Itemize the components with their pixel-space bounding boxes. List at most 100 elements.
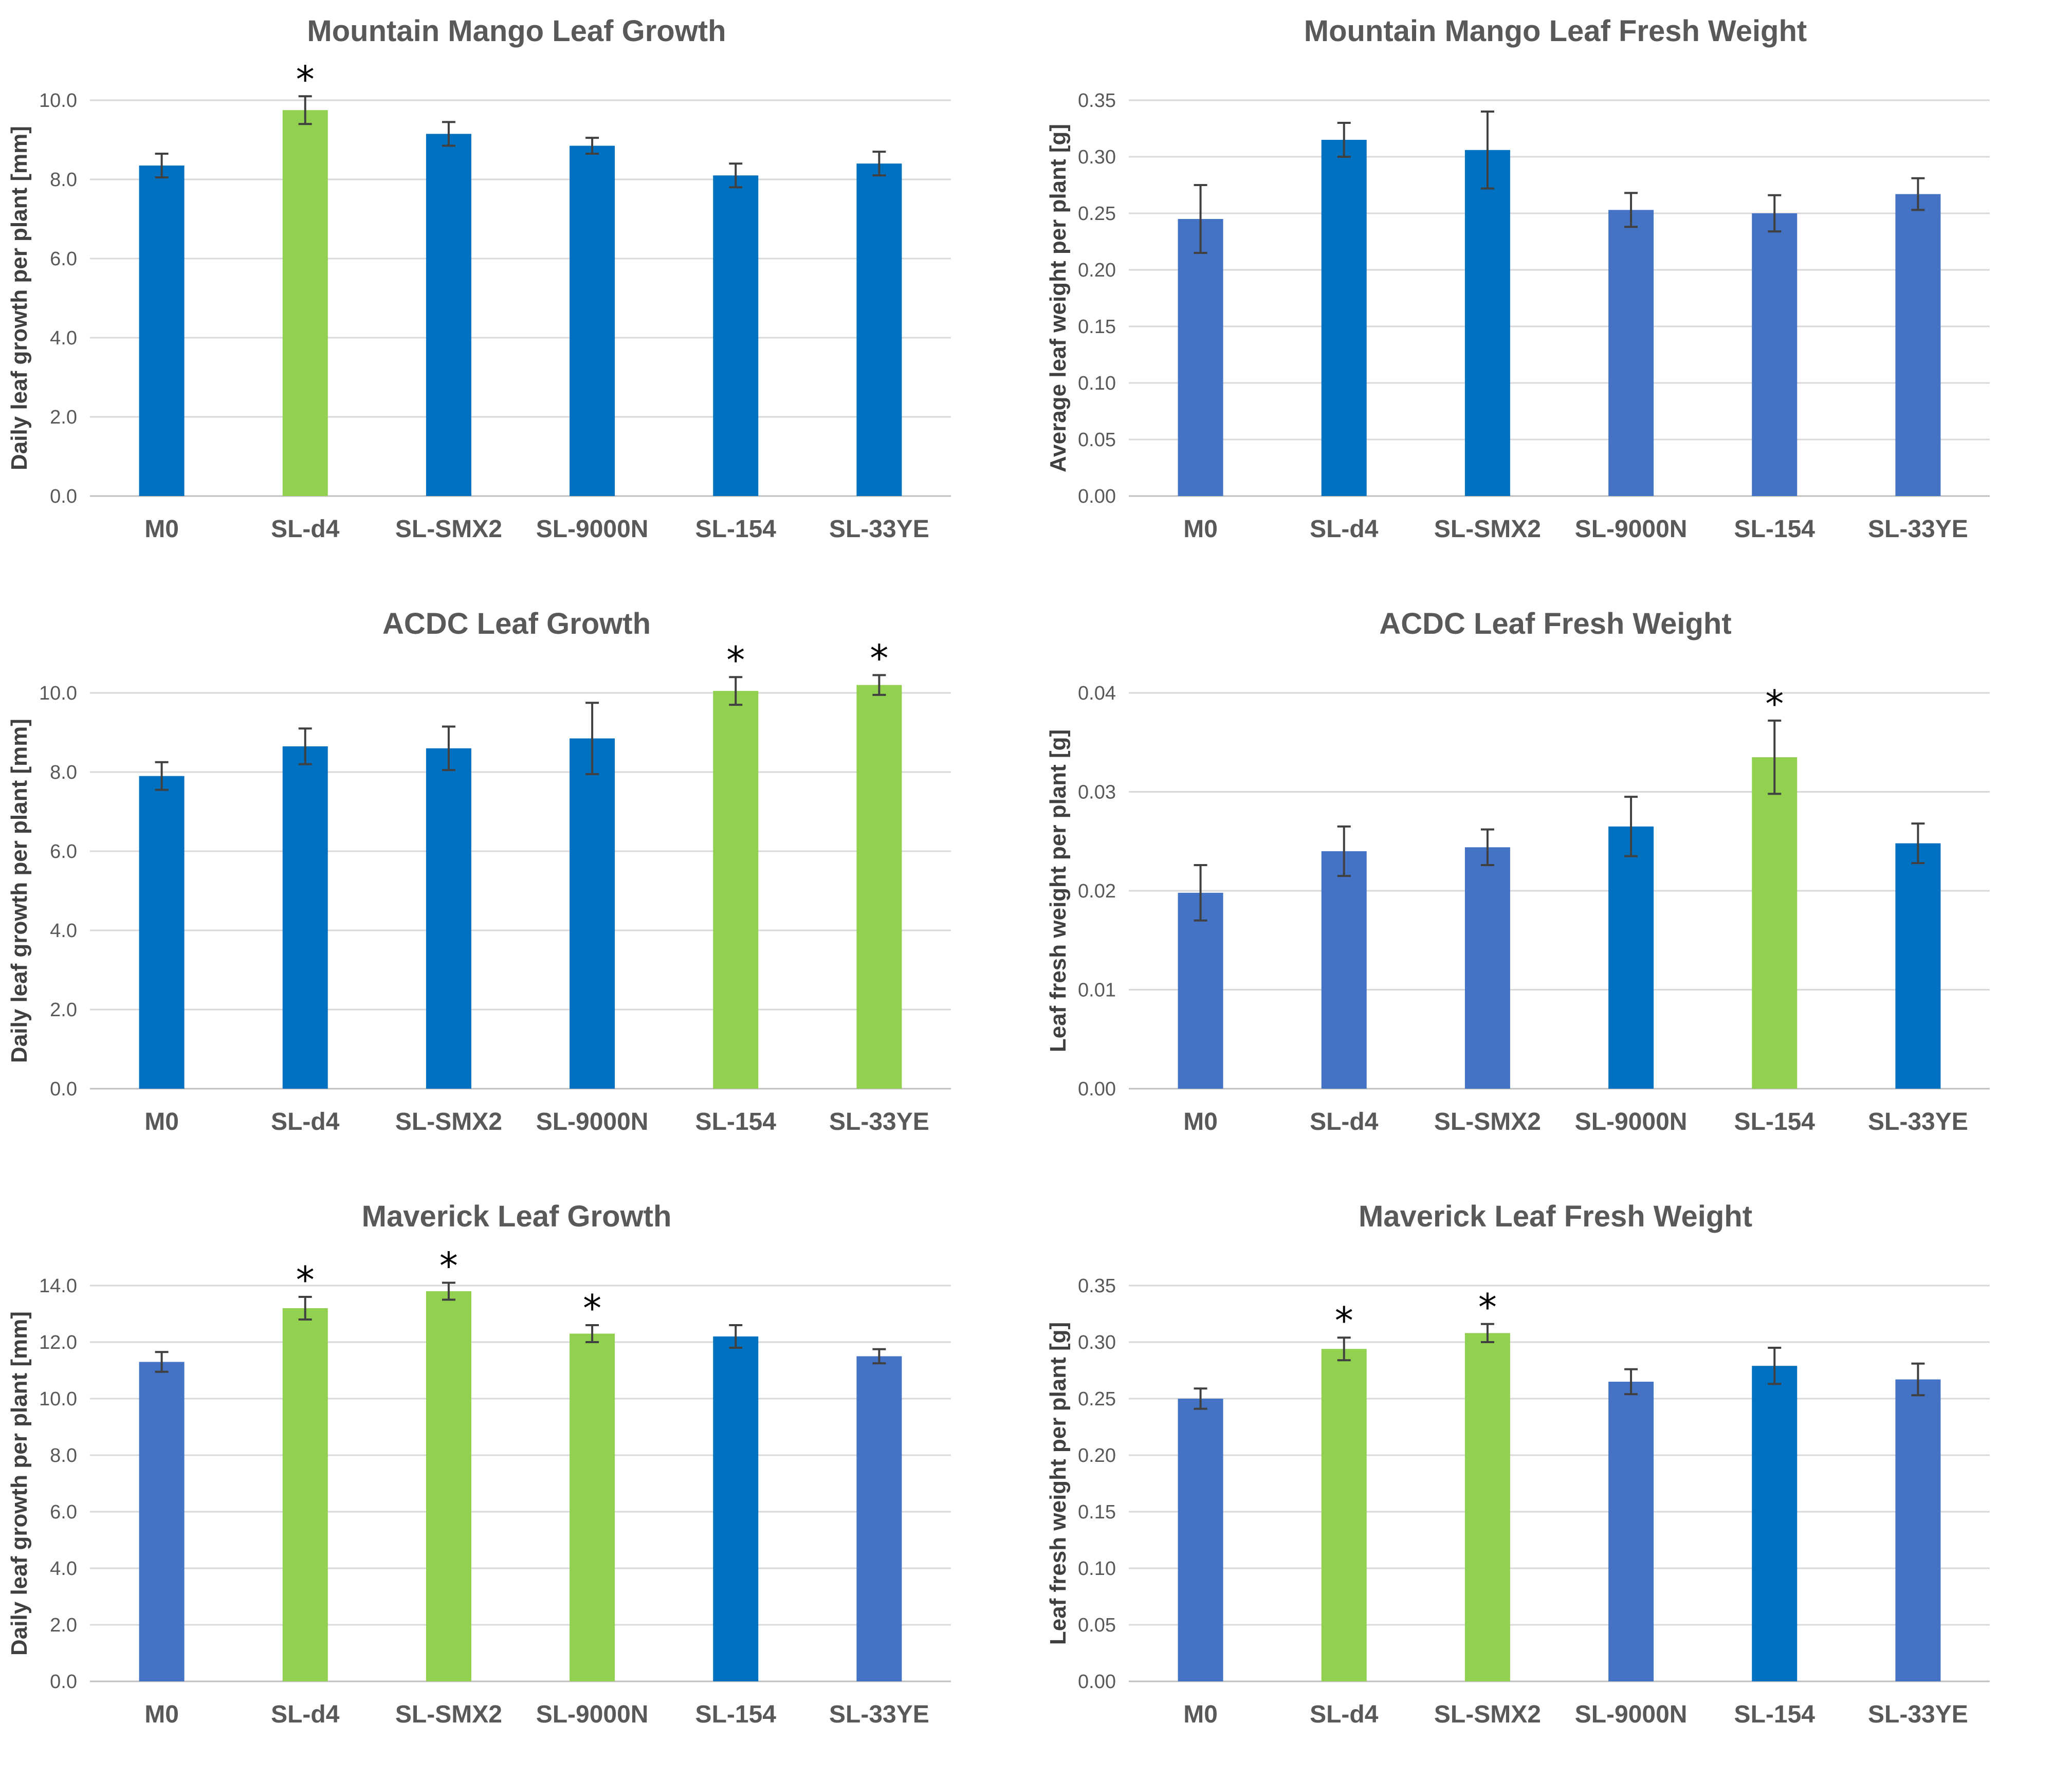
chart-title: Mountain Mango Leaf Fresh Weight xyxy=(1304,14,1807,48)
error-bar xyxy=(298,727,312,765)
x-category-label: SL-SMX2 xyxy=(1434,1701,1541,1728)
bar-sl-154 xyxy=(1752,757,1798,1089)
error-bar xyxy=(1337,1336,1351,1362)
y-tick-label: 0.30 xyxy=(1078,1332,1116,1353)
y-tick-label: 0.0 xyxy=(50,1078,77,1100)
y-tick-label: 6.0 xyxy=(50,248,77,270)
y-tick-label: 0.10 xyxy=(1078,1558,1116,1580)
error-bar xyxy=(872,151,886,177)
x-category-label: SL-SMX2 xyxy=(395,516,502,543)
chart-mountain-mango-leaf-fresh-weight: Mountain Mango Leaf Fresh Weight Average … xyxy=(1039,0,2072,591)
significance-marker: * xyxy=(296,1258,315,1302)
error-bar xyxy=(1624,192,1638,228)
error-bar xyxy=(1194,864,1207,922)
error-bar xyxy=(1624,1368,1638,1396)
x-category-label: SL-9000N xyxy=(1575,1108,1688,1135)
y-tick-label: 2.0 xyxy=(50,999,77,1021)
bar-sl-154 xyxy=(1752,1366,1798,1681)
bar-sl-9000n xyxy=(570,738,615,1089)
y-tick-label: 10.0 xyxy=(39,683,77,704)
bar-sl-d4 xyxy=(1321,140,1367,496)
maverick-leaf-fresh-weight-svg: Maverick Leaf Fresh Weight Leaf fresh wei… xyxy=(1046,1200,1990,1728)
x-category-label: M0 xyxy=(1183,516,1218,543)
error-bar xyxy=(442,121,455,147)
error-bar xyxy=(585,702,599,775)
mountain-mango-leaf-growth-svg: Mountain Mango Leaf Growth Daily leaf gro… xyxy=(7,14,951,543)
x-category-label: M0 xyxy=(1183,1108,1218,1135)
error-bar xyxy=(1194,1387,1207,1410)
y-tick-label: 0.0 xyxy=(50,486,77,507)
chart-title: Mountain Mango Leaf Growth xyxy=(307,14,726,48)
y-tick-label: 0.0 xyxy=(50,1671,77,1693)
y-tick-label: 0.15 xyxy=(1078,316,1116,338)
x-category-label: SL-154 xyxy=(695,516,777,543)
x-category-label: M0 xyxy=(1183,1701,1218,1728)
x-category-label: SL-154 xyxy=(1734,1701,1816,1728)
x-category-label: SL-SMX2 xyxy=(1434,516,1541,543)
chart-maverick-leaf-growth: Maverick Leaf Growth Daily leaf growth pe… xyxy=(0,1185,1033,1776)
bar-sl-smx2 xyxy=(1464,847,1510,1089)
y-tick-label: 0.04 xyxy=(1078,683,1116,704)
error-bar xyxy=(155,761,169,791)
chart-acdc-leaf-fresh-weight: ACDC Leaf Fresh Weight Leaf fresh weight … xyxy=(1039,593,2072,1184)
error-bar xyxy=(1194,184,1207,254)
x-category-label: SL-9000N xyxy=(536,516,649,543)
bar-sl-9000n xyxy=(570,1333,615,1681)
bar-sl-33ye xyxy=(856,685,902,1089)
chart-mountain-mango-leaf-growth: Mountain Mango Leaf Growth Daily leaf gro… xyxy=(0,0,1033,591)
error-bar xyxy=(729,676,743,706)
bar-sl-9000n xyxy=(570,145,615,496)
bar-sl-smx2 xyxy=(1464,1333,1510,1681)
y-tick-label: 0.25 xyxy=(1078,1388,1116,1410)
bar-m0 xyxy=(1178,1399,1223,1681)
chart-maverick-leaf-fresh-weight: Maverick Leaf Fresh Weight Leaf fresh wei… xyxy=(1039,1185,2072,1776)
bar-m0 xyxy=(139,1362,185,1681)
x-category-label: SL-9000N xyxy=(1575,516,1688,543)
y-tick-label: 10.0 xyxy=(39,1388,77,1410)
bar-sl-d4 xyxy=(1321,851,1367,1089)
bar-sl-d4 xyxy=(1321,1349,1367,1681)
x-category-label: SL-9000N xyxy=(536,1108,649,1135)
x-category-label: SL-SMX2 xyxy=(395,1108,502,1135)
x-category-label: SL-154 xyxy=(1734,1108,1816,1135)
significance-marker: * xyxy=(1478,1286,1497,1329)
x-category-label: SL-SMX2 xyxy=(1434,1108,1541,1135)
bar-sl-33ye xyxy=(856,163,902,496)
error-bar xyxy=(1480,828,1494,866)
error-bar xyxy=(442,1281,455,1301)
y-tick-label: 8.0 xyxy=(50,1445,77,1467)
error-bar xyxy=(729,162,743,189)
significance-marker: * xyxy=(1765,682,1784,725)
error-bar xyxy=(1337,825,1351,877)
bar-m0 xyxy=(139,166,185,496)
significance-marker: * xyxy=(870,636,888,680)
x-category-label: SL-9000N xyxy=(536,1701,649,1728)
y-tick-label: 4.0 xyxy=(50,327,77,349)
maverick-leaf-growth-svg: Maverick Leaf Growth Daily leaf growth pe… xyxy=(7,1200,951,1728)
bar-sl-154 xyxy=(1752,213,1798,496)
error-bar xyxy=(1337,122,1351,158)
bar-sl-smx2 xyxy=(426,134,471,496)
y-tick-label: 4.0 xyxy=(50,1558,77,1580)
significance-marker: * xyxy=(726,638,745,682)
bar-sl-d4 xyxy=(282,110,328,496)
y-tick-label: 12.0 xyxy=(39,1332,77,1353)
x-category-label: SL-d4 xyxy=(271,516,340,543)
y-axis-label: Daily leaf growth per plant [mm] xyxy=(7,1311,32,1656)
y-tick-label: 0.10 xyxy=(1078,373,1116,394)
y-tick-label: 0.15 xyxy=(1078,1501,1116,1523)
y-tick-label: 2.0 xyxy=(50,1615,77,1636)
error-bar xyxy=(155,1351,169,1373)
x-category-label: M0 xyxy=(144,1108,179,1135)
acdc-leaf-growth-svg: ACDC Leaf Growth Daily leaf growth per pl… xyxy=(7,607,951,1135)
y-tick-label: 0.02 xyxy=(1078,881,1116,902)
bar-sl-9000n xyxy=(1608,1382,1654,1681)
x-category-label: SL-9000N xyxy=(1575,1701,1688,1728)
chart-title: Maverick Leaf Fresh Weight xyxy=(1359,1200,1752,1233)
chart-title: ACDC Leaf Growth xyxy=(382,607,651,640)
x-category-label: SL-33YE xyxy=(829,516,929,543)
y-axis-label: Leaf fresh weight per plant [g] xyxy=(1046,729,1071,1052)
x-category-label: SL-d4 xyxy=(1310,516,1379,543)
x-category-label: SL-d4 xyxy=(271,1701,340,1728)
y-tick-label: 0.05 xyxy=(1078,429,1116,451)
